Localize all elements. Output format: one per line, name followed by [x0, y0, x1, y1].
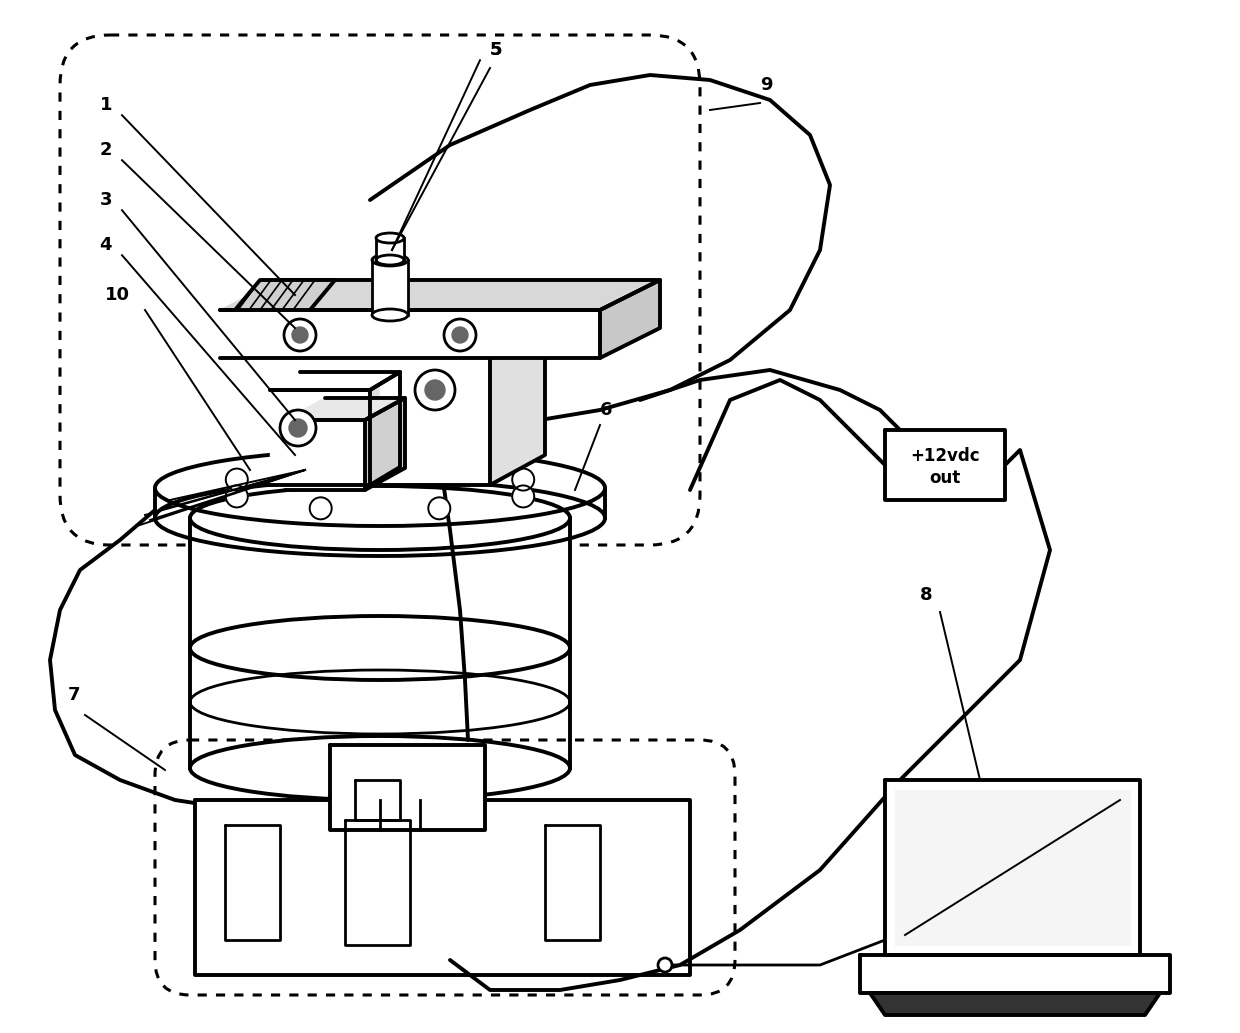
Ellipse shape: [190, 486, 570, 550]
Polygon shape: [270, 372, 401, 390]
Text: 8: 8: [920, 586, 932, 604]
Polygon shape: [365, 398, 405, 490]
Polygon shape: [870, 993, 1159, 1015]
Ellipse shape: [190, 616, 570, 680]
Polygon shape: [285, 398, 405, 420]
Polygon shape: [372, 260, 408, 315]
Polygon shape: [546, 825, 600, 940]
Ellipse shape: [376, 255, 404, 265]
Circle shape: [425, 380, 445, 400]
Circle shape: [280, 410, 316, 446]
Text: 5: 5: [490, 41, 502, 59]
Text: out: out: [929, 469, 961, 487]
Text: 4: 4: [99, 236, 112, 254]
Polygon shape: [224, 825, 280, 940]
Circle shape: [310, 457, 331, 478]
Polygon shape: [219, 280, 660, 310]
Polygon shape: [345, 820, 410, 945]
Circle shape: [453, 327, 467, 343]
Circle shape: [226, 469, 248, 491]
Polygon shape: [490, 300, 546, 486]
Circle shape: [289, 419, 308, 437]
Ellipse shape: [372, 254, 408, 267]
Polygon shape: [270, 390, 370, 486]
Text: 7: 7: [68, 686, 81, 705]
Polygon shape: [885, 780, 1140, 954]
Circle shape: [658, 958, 672, 972]
Circle shape: [512, 469, 534, 491]
Polygon shape: [355, 780, 401, 820]
Polygon shape: [379, 330, 490, 486]
Text: 10: 10: [105, 286, 130, 304]
Circle shape: [428, 457, 450, 478]
Polygon shape: [195, 800, 689, 975]
Circle shape: [310, 497, 331, 520]
Polygon shape: [285, 420, 365, 490]
Polygon shape: [370, 372, 401, 486]
Polygon shape: [190, 518, 570, 648]
Circle shape: [512, 486, 534, 507]
Ellipse shape: [155, 480, 605, 556]
Polygon shape: [600, 280, 660, 358]
Text: 6: 6: [600, 401, 613, 419]
Polygon shape: [895, 790, 1130, 945]
Polygon shape: [861, 954, 1171, 993]
Circle shape: [284, 319, 316, 351]
Circle shape: [444, 319, 476, 351]
Polygon shape: [330, 745, 485, 829]
Circle shape: [226, 486, 248, 507]
Circle shape: [415, 370, 455, 410]
Ellipse shape: [155, 450, 605, 526]
Polygon shape: [885, 430, 1004, 500]
Ellipse shape: [190, 735, 570, 800]
Polygon shape: [219, 310, 600, 358]
Ellipse shape: [376, 233, 404, 243]
Circle shape: [428, 497, 450, 520]
Text: +12vdc: +12vdc: [910, 447, 980, 465]
Text: 1: 1: [99, 96, 112, 114]
Text: 3: 3: [99, 191, 112, 209]
Polygon shape: [379, 300, 546, 330]
Text: 2: 2: [99, 140, 112, 159]
Polygon shape: [376, 238, 404, 260]
Text: 5: 5: [490, 41, 502, 59]
Polygon shape: [236, 280, 335, 310]
Polygon shape: [190, 648, 570, 768]
Circle shape: [291, 327, 308, 343]
Text: 9: 9: [760, 76, 773, 94]
Ellipse shape: [372, 309, 408, 321]
